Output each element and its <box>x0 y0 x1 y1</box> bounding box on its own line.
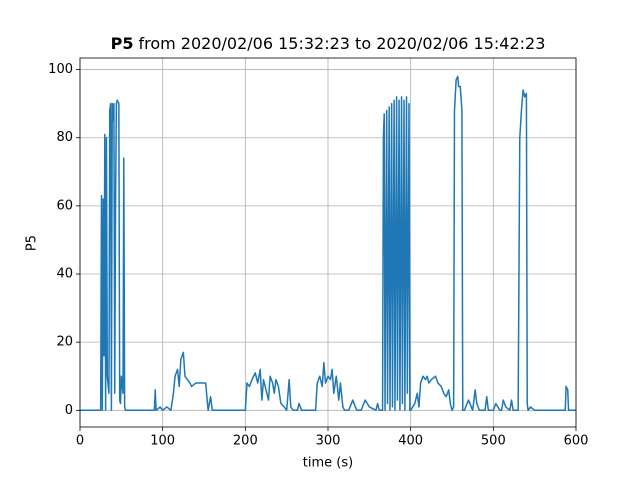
x-axis-label: time (s) <box>303 456 353 471</box>
x-tick-label: 200 <box>233 434 258 449</box>
plot-frame <box>79 57 577 428</box>
y-axis-label: P5 <box>25 235 40 251</box>
title-text: from 2020/02/06 15:32:23 to 2020/02/06 1… <box>138 34 545 53</box>
line-series <box>80 75 576 412</box>
y-tick-label: 20 <box>56 335 73 350</box>
x-tick-label: 600 <box>564 434 589 449</box>
x-tick-label: 100 <box>150 434 175 449</box>
x-tick-label: 300 <box>316 434 341 449</box>
y-tick-label: 0 <box>65 403 73 418</box>
x-tick-label: 500 <box>481 434 506 449</box>
x-tick-label: 400 <box>398 434 423 449</box>
x-tick-label: 0 <box>76 434 84 449</box>
y-tick-label: 60 <box>56 198 73 213</box>
y-tick-label: 80 <box>56 130 73 145</box>
y-tick-label: 40 <box>56 267 73 282</box>
y-tick-label: 100 <box>48 62 73 77</box>
chart-title: P5 from 2020/02/06 15:32:23 to 2020/02/06… <box>111 34 546 53</box>
title-bold: P5 <box>111 34 134 53</box>
